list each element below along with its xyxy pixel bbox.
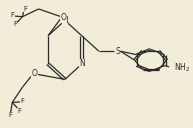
Text: F: F: [18, 108, 22, 114]
Text: F: F: [21, 98, 25, 104]
Text: F: F: [23, 6, 27, 12]
Text: O: O: [31, 69, 37, 78]
Text: O: O: [61, 13, 66, 22]
Text: N: N: [62, 16, 68, 25]
Text: F: F: [13, 21, 17, 27]
Text: N: N: [79, 60, 85, 68]
Text: S: S: [115, 47, 120, 56]
Text: F: F: [8, 112, 12, 118]
Text: F: F: [10, 12, 14, 18]
Text: NH$_2$: NH$_2$: [174, 62, 190, 74]
